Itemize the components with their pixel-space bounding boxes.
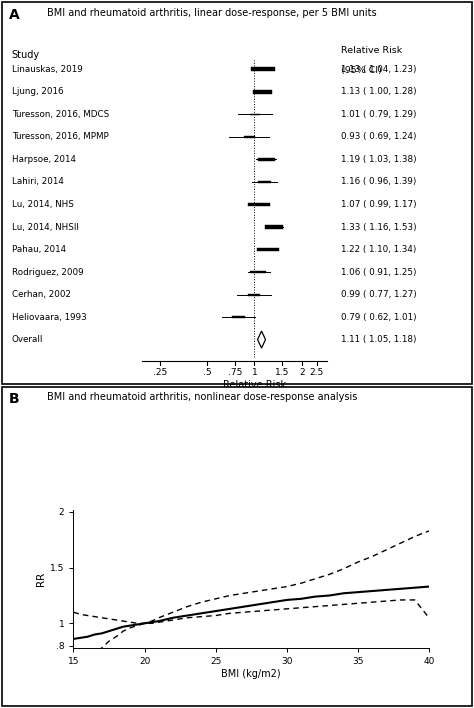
Bar	[258, 181, 271, 183]
Text: 1.07 ( 0.99, 1.17): 1.07 ( 0.99, 1.17)	[341, 200, 417, 209]
Text: .5: .5	[203, 367, 211, 377]
Text: 1.19 ( 1.03, 1.38): 1.19 ( 1.03, 1.38)	[341, 155, 417, 164]
Bar	[250, 270, 266, 273]
Text: 2.5: 2.5	[310, 367, 324, 377]
Text: 1.11 ( 1.05, 1.18): 1.11 ( 1.05, 1.18)	[341, 335, 417, 344]
Text: Rodriguez, 2009: Rodriguez, 2009	[12, 268, 83, 277]
Text: BMI and rheumatoid arthritis, linear dose-response, per 5 BMI units: BMI and rheumatoid arthritis, linear dos…	[47, 8, 377, 18]
Text: Overall: Overall	[12, 335, 43, 344]
Bar	[258, 158, 275, 161]
Text: 2: 2	[299, 367, 304, 377]
Text: 1.16 ( 0.96, 1.39): 1.16 ( 0.96, 1.39)	[341, 178, 417, 186]
Y-axis label: RR: RR	[36, 571, 46, 586]
FancyBboxPatch shape	[2, 2, 472, 384]
Text: Ljung, 2016: Ljung, 2016	[12, 88, 64, 96]
Bar	[248, 294, 260, 295]
Text: (95% CI): (95% CI)	[341, 66, 382, 74]
X-axis label: BMI (kg/m2): BMI (kg/m2)	[221, 668, 281, 679]
Text: 1.06 ( 0.91, 1.25): 1.06 ( 0.91, 1.25)	[341, 268, 417, 277]
Text: Turesson, 2016, MPMP: Turesson, 2016, MPMP	[12, 132, 109, 142]
Text: Harpsoe, 2014: Harpsoe, 2014	[12, 155, 76, 164]
Text: Turesson, 2016, MDCS: Turesson, 2016, MDCS	[12, 110, 109, 119]
Text: A: A	[9, 8, 19, 22]
Text: 1: 1	[252, 367, 257, 377]
Text: 0.99 ( 0.77, 1.27): 0.99 ( 0.77, 1.27)	[341, 290, 417, 299]
Text: 1.13 ( 1.00, 1.28): 1.13 ( 1.00, 1.28)	[341, 88, 417, 96]
Text: Heliovaara, 1993: Heliovaara, 1993	[12, 312, 87, 321]
Text: Pahau, 2014: Pahau, 2014	[12, 245, 66, 254]
FancyBboxPatch shape	[2, 387, 472, 707]
Bar	[248, 202, 270, 206]
Text: .25: .25	[153, 367, 167, 377]
Text: 1.01 ( 0.79, 1.29): 1.01 ( 0.79, 1.29)	[341, 110, 417, 119]
Text: 1.22 ( 1.10, 1.34): 1.22 ( 1.10, 1.34)	[341, 245, 417, 254]
Text: Lahiri, 2014: Lahiri, 2014	[12, 178, 64, 186]
Text: 0.93 ( 0.69, 1.24): 0.93 ( 0.69, 1.24)	[341, 132, 417, 142]
Bar	[232, 316, 245, 318]
Bar	[257, 248, 279, 251]
Text: .75: .75	[228, 367, 242, 377]
Text: B: B	[9, 392, 19, 406]
Text: Study: Study	[12, 50, 40, 60]
Bar	[251, 67, 275, 72]
Text: 0.79 ( 0.62, 1.01): 0.79 ( 0.62, 1.01)	[341, 312, 417, 321]
Text: 1.13 ( 1.04, 1.23): 1.13 ( 1.04, 1.23)	[341, 65, 417, 74]
Text: Relative Risk: Relative Risk	[341, 46, 402, 55]
Text: Lu, 2014, NHSII: Lu, 2014, NHSII	[12, 222, 79, 232]
Text: Cerhan, 2002: Cerhan, 2002	[12, 290, 71, 299]
Bar	[264, 225, 283, 229]
Text: Relative Risk: Relative Risk	[223, 380, 286, 390]
Bar	[244, 136, 255, 138]
Text: Linauskas, 2019: Linauskas, 2019	[12, 65, 82, 74]
Bar	[250, 113, 260, 115]
Bar	[254, 91, 272, 93]
Text: BMI and rheumatoid arthritis, nonlinear dose-response analysis: BMI and rheumatoid arthritis, nonlinear …	[47, 392, 358, 402]
Text: Lu, 2014, NHS: Lu, 2014, NHS	[12, 200, 74, 209]
Text: 1.5: 1.5	[275, 367, 289, 377]
Text: 1.33 ( 1.16, 1.53): 1.33 ( 1.16, 1.53)	[341, 222, 417, 232]
